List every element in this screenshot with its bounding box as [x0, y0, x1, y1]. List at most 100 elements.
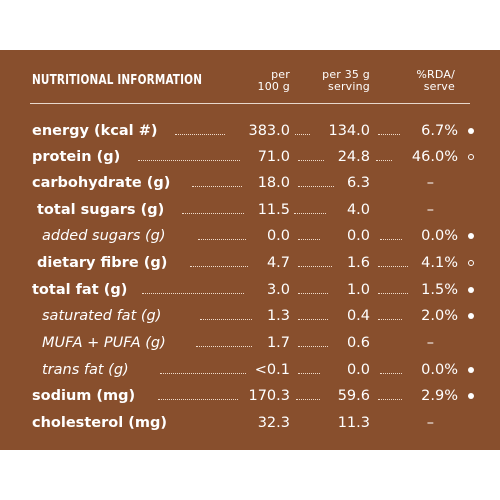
value-per-100g: 0.0	[266, 228, 290, 244]
value-rda: 4.1%	[421, 255, 458, 271]
leader-dots	[376, 160, 392, 161]
value-per-100g: 383.0	[248, 123, 290, 139]
table-row: total fat (g) 3.0 1.0 1.5%	[0, 277, 500, 303]
leader-dots	[294, 213, 326, 214]
header-per-serving-line1: per 35 g	[322, 68, 370, 81]
value-rda: 1.5%	[421, 282, 458, 298]
leader-dots	[380, 373, 402, 374]
nutrient-label: trans fat (g)	[42, 362, 129, 378]
value-per-serving: 0.0	[346, 362, 370, 378]
nutrient-label: saturated fat (g)	[42, 308, 162, 324]
filled-dot-icon	[468, 128, 474, 134]
nutrition-panel: NUTRITIONAL INFORMATION per 100 g per 35…	[0, 50, 500, 450]
leader-dots	[298, 239, 320, 240]
leader-dots	[196, 346, 252, 347]
value-per-serving: 59.6	[337, 388, 370, 404]
value-rda: –	[426, 202, 434, 218]
nutrient-label: total sugars (g)	[37, 202, 165, 218]
leader-dots	[296, 399, 320, 400]
filled-dot-icon	[468, 367, 474, 373]
value-per-100g: 11.5	[257, 202, 290, 218]
table-row: total sugars (g) 11.5 4.0 –	[0, 197, 500, 223]
header-per-100g-line1: per	[271, 68, 290, 81]
nutrient-label: dietary fibre (g)	[37, 255, 168, 271]
leader-dots	[160, 373, 246, 374]
leader-dots	[298, 160, 324, 161]
leader-dots	[378, 266, 408, 267]
table-row: MUFA + PUFA (g) 1.7 0.6 –	[0, 330, 500, 356]
nutrient-label: carbohydrate (g)	[32, 175, 171, 191]
value-rda: 2.0%	[421, 308, 458, 324]
value-per-100g: 18.0	[257, 175, 290, 191]
value-per-serving: 134.0	[328, 123, 370, 139]
leader-dots	[298, 346, 328, 347]
leader-dots	[158, 399, 238, 400]
leader-dots	[142, 293, 244, 294]
leader-dots	[298, 373, 320, 374]
filled-dot-icon	[468, 393, 474, 399]
table-row: sodium (mg) 170.3 59.6 2.9%	[0, 383, 500, 409]
leader-dots	[298, 186, 334, 187]
leader-dots	[298, 293, 328, 294]
value-rda: 0.0%	[421, 362, 458, 378]
table-row: energy (kcal #) 383.0 134.0 6.7%	[0, 118, 500, 144]
value-rda: 6.7%	[421, 123, 458, 139]
leader-dots	[380, 239, 402, 240]
table-row: dietary fibre (g) 4.7 1.6 4.1%	[0, 250, 500, 276]
value-per-100g: 71.0	[257, 149, 290, 165]
value-per-serving: 6.3	[346, 175, 370, 191]
header-rda: %RDA/ serve	[416, 69, 455, 93]
table-row: added sugars (g) 0.0 0.0 0.0%	[0, 223, 500, 249]
value-per-serving: 1.6	[346, 255, 370, 271]
leader-dots	[378, 293, 408, 294]
value-rda: 0.0%	[421, 228, 458, 244]
leader-dots	[378, 319, 402, 320]
header-divider	[30, 103, 470, 104]
nutrient-label: cholesterol (mg)	[32, 415, 167, 431]
leader-dots	[378, 399, 402, 400]
filled-dot-icon	[468, 287, 474, 293]
header-per-100g-line2: 100 g	[257, 80, 290, 93]
nutrient-label: energy (kcal #)	[32, 123, 158, 139]
value-per-100g: 3.0	[266, 282, 290, 298]
nutrient-label: sodium (mg)	[32, 388, 136, 404]
leader-dots	[378, 134, 400, 135]
table-header: NUTRITIONAL INFORMATION per 100 g per 35…	[0, 50, 500, 152]
value-per-serving: 0.4	[346, 308, 370, 324]
leader-dots	[198, 239, 246, 240]
leader-dots	[295, 134, 310, 135]
hollow-dot-icon	[468, 154, 474, 160]
table-row: carbohydrate (g) 18.0 6.3 –	[0, 170, 500, 196]
header-per-serving: per 35 g serving	[322, 69, 370, 93]
nutrient-label: total fat (g)	[32, 282, 128, 298]
leader-dots	[175, 134, 225, 135]
value-rda: 46.0%	[411, 149, 458, 165]
value-per-100g: 170.3	[248, 388, 290, 404]
leader-dots	[190, 266, 248, 267]
nutrient-label: MUFA + PUFA (g)	[42, 335, 166, 351]
value-per-100g: 1.3	[266, 308, 290, 324]
table-row: cholesterol (mg) 32.3 11.3 –	[0, 410, 500, 436]
header-per-serving-line2: serving	[328, 80, 370, 93]
value-rda: –	[426, 335, 434, 351]
leader-dots	[192, 186, 242, 187]
value-per-serving: 24.8	[337, 149, 370, 165]
value-per-serving: 1.0	[346, 282, 370, 298]
table-row: saturated fat (g) 1.3 0.4 2.0%	[0, 303, 500, 329]
header-rda-line2: serve	[423, 80, 455, 93]
value-per-100g: <0.1	[254, 362, 290, 378]
value-per-serving: 0.6	[346, 335, 370, 351]
header-per-100g: per 100 g	[258, 69, 290, 93]
leader-dots	[138, 160, 240, 161]
table-row: protein (g) 71.0 24.8 46.0%	[0, 144, 500, 170]
value-per-serving: 0.0	[346, 228, 370, 244]
value-per-100g: 32.3	[257, 415, 290, 431]
table-title: NUTRITIONAL INFORMATION	[32, 72, 203, 88]
leader-dots	[298, 266, 332, 267]
header-rda-line1: %RDA/	[416, 68, 455, 81]
value-rda: 2.9%	[421, 388, 458, 404]
value-per-100g: 4.7	[266, 255, 290, 271]
filled-dot-icon	[468, 313, 474, 319]
hollow-dot-icon	[468, 260, 474, 266]
leader-dots	[298, 319, 328, 320]
